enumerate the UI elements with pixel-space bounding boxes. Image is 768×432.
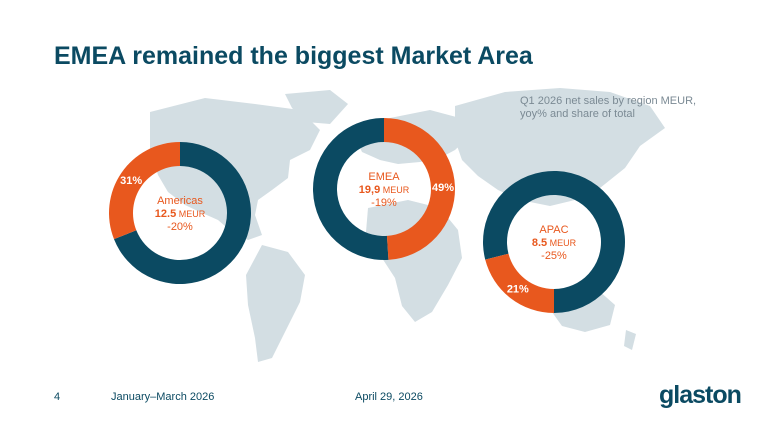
- donut-apac-share: [485, 253, 554, 313]
- footer-period: January–March 2026: [111, 391, 215, 403]
- donut-apac-region: APAC: [539, 224, 568, 236]
- donut-apac-rest: [483, 170, 625, 313]
- donut-americas-unit: MEUR: [176, 209, 206, 219]
- donut-americas-value-line: 12.5 MEUR: [155, 208, 206, 220]
- donut-emea-share-label: 49%: [432, 182, 454, 194]
- donut-apac-share-label: 21%: [507, 284, 529, 296]
- donut-emea-region: EMEA: [368, 171, 400, 183]
- donut-americas: 31% Americas 12.5 MEUR -20%: [109, 142, 252, 284]
- donut-americas-share: [109, 142, 180, 240]
- donut-americas-value: 12.5: [155, 208, 176, 220]
- donut-americas-rest: [113, 142, 252, 284]
- donut-emea-value-line: 19,9 MEUR: [359, 184, 410, 196]
- donut-emea-value: 19,9: [359, 184, 380, 196]
- donut-emea: 49% EMEA 19,9 MEUR -19%: [312, 118, 455, 260]
- donut-emea-rest: [312, 118, 389, 260]
- donut-apac-unit: MEUR: [547, 238, 577, 248]
- glaston-logo: glaston: [659, 381, 742, 409]
- donut-apac-value: 8.5: [532, 237, 547, 249]
- map-new-zealand: [624, 330, 636, 350]
- map-asia: [455, 88, 665, 206]
- donut-americas-share-label: 31%: [120, 175, 142, 187]
- slide-title: EMEA remained the biggest Market Area: [54, 42, 533, 70]
- donut-apac-value-line: 8.5 MEUR: [532, 237, 577, 249]
- donut-apac: 21% APAC 8.5 MEUR -25%: [483, 170, 625, 313]
- donut-emea-share: [384, 118, 455, 260]
- donut-emea-yoy: -19%: [371, 197, 397, 209]
- donut-apac-yoy: -25%: [541, 250, 567, 262]
- map-south-america: [246, 245, 305, 362]
- donut-americas-yoy: -20%: [167, 221, 193, 233]
- donut-emea-unit: MEUR: [380, 185, 410, 195]
- donut-americas-region: Americas: [157, 195, 203, 207]
- footer-date: April 29, 2026: [355, 391, 423, 403]
- chart-subtitle: Q1 2026 net sales by region MEUR, yoy% a…: [520, 95, 697, 120]
- page-number: 4: [54, 391, 61, 403]
- map-greenland: [285, 90, 348, 124]
